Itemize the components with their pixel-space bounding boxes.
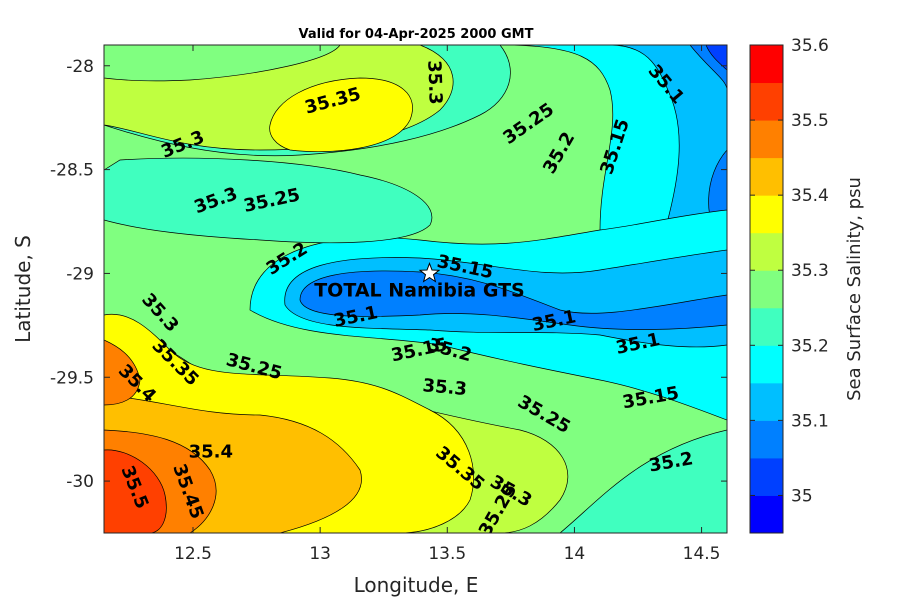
x-tick-label: 13 — [309, 544, 331, 564]
colorbar-swatch — [750, 82, 783, 121]
band-35-35.05-ne — [705, 45, 727, 71]
x-tick-label: 14 — [564, 544, 586, 564]
y-tick-label: -29.5 — [50, 368, 94, 388]
colorbar-swatch — [750, 195, 783, 234]
x-axis-label: Longitude, E — [354, 573, 479, 597]
y-tick-label: -28 — [66, 57, 94, 77]
colorbar-tick-label: 35.1 — [791, 411, 829, 431]
x-tick-label: 14.5 — [683, 544, 721, 564]
band-35.35-35.4-north — [269, 77, 413, 152]
y-axis-label: Latitude, S — [11, 235, 35, 343]
colorbar-tick-label: 35.4 — [791, 186, 829, 206]
colorbar-frame — [749, 44, 784, 534]
band-35.5-35.55 — [104, 449, 167, 533]
band-35.2-35.25-mid — [104, 157, 433, 244]
colorbar: 35 35.1 35.2 35.3 35.4 35.5 35.6 — [749, 36, 829, 534]
colorbar-swatch — [750, 157, 783, 196]
colorbar-label: Sea Surface Salinity, psu — [844, 177, 865, 401]
colorbar-swatch — [750, 232, 783, 271]
contour-label: 35.3 — [423, 60, 446, 105]
contour-label: 35.3 — [422, 375, 468, 400]
band-35.45-west — [104, 339, 141, 406]
contour-plot-area — [104, 45, 727, 533]
x-tick-label: 12.5 — [174, 544, 212, 564]
x-tick-label: 13.5 — [428, 544, 466, 564]
colorbar-tick-label: 35 — [791, 486, 813, 506]
colorbar-tick-label: 35.2 — [791, 336, 829, 356]
colorbar-tick-label: 35.3 — [791, 261, 829, 281]
site-marker: TOTAL Namibia GTS — [314, 261, 525, 301]
colorbar-swatch — [750, 45, 783, 84]
colorbar-swatch — [750, 307, 783, 346]
site-label: TOTAL Namibia GTS — [314, 279, 525, 301]
y-tick-label: -29 — [66, 264, 94, 284]
x-axis-ticks: 12.5 13 13.5 14 14.5 — [174, 45, 721, 564]
band-35.2-35.25-se — [559, 429, 727, 533]
y-tick-label: -30 — [66, 472, 94, 492]
band-35.25-35.3-nw — [104, 45, 341, 82]
colorbar-swatch — [750, 457, 783, 496]
y-axis-ticks: -28 -28.5 -29 -29.5 -30 — [50, 57, 727, 492]
y-tick-label: -28.5 — [50, 161, 94, 181]
colorbar-swatch — [750, 495, 783, 534]
colorbar-swatch — [750, 270, 783, 309]
chart-title: Valid for 04-Apr-2025 2000 GMT — [299, 27, 534, 42]
axes-frame — [103, 44, 728, 534]
colorbar-swatch — [750, 420, 783, 459]
colorbar-swatch — [750, 120, 783, 159]
colorbar-swatch — [750, 382, 783, 421]
colorbar-tick-label: 35.5 — [791, 111, 829, 131]
star-icon — [418, 261, 441, 283]
colorbar-tick-label: 35.6 — [791, 36, 829, 56]
colorbar-swatch — [750, 345, 783, 384]
contour-label: 35.4 — [189, 442, 233, 463]
